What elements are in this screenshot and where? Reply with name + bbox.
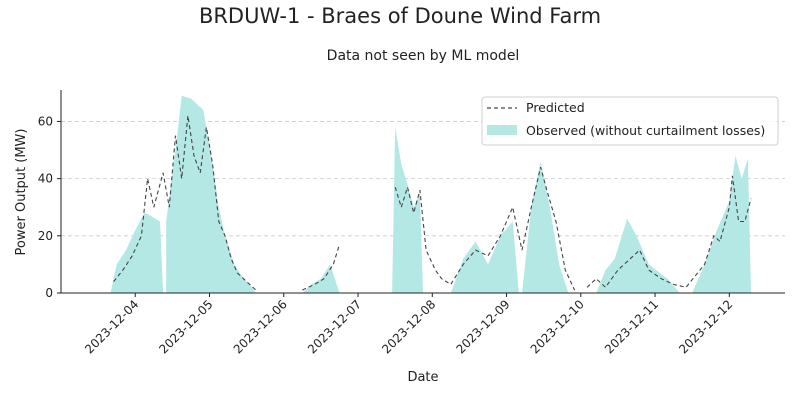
predicted-line-layer [113, 115, 752, 291]
y-tick-label: 60 [38, 114, 53, 128]
x-tick-label: 2023-12-06 [231, 297, 290, 356]
legend-frame [481, 96, 779, 146]
y-tick-label: 40 [38, 172, 53, 186]
predicted-line-segment [394, 167, 576, 291]
x-tick-label: 2023-12-10 [528, 297, 587, 356]
x-tick-label: 2023-12-04 [82, 297, 141, 356]
y-tick-label: 0 [45, 286, 53, 300]
observed-area-segment [692, 155, 751, 293]
x-axis-label: Date [407, 370, 438, 385]
legend-observed-swatch [487, 125, 517, 135]
x-tick-label: 2023-12-08 [379, 297, 438, 356]
x-tick-label: 2023-12-07 [305, 297, 364, 356]
observed-area-segment [392, 127, 423, 293]
observed-area-segment [110, 212, 164, 293]
x-tick-label: 2023-12-05 [156, 297, 215, 356]
x-tick-label: 2023-12-09 [453, 297, 512, 356]
chart-subtitle: Data not seen by ML model [326, 48, 520, 64]
legend: Predicted Observed (without curtailment … [481, 96, 779, 146]
observed-area-layer [110, 95, 751, 293]
predicted-line-segment [113, 115, 257, 291]
legend-predicted-label: Predicted [526, 100, 585, 115]
x-tick-label: 2023-12-11 [602, 297, 661, 356]
observed-area-segment [166, 95, 256, 293]
predicted-line-segment [586, 175, 752, 289]
axes [60, 90, 785, 294]
chart-title: BRDUW-1 - Braes of Doune Wind Farm [198, 4, 602, 28]
observed-area-segment [302, 264, 340, 293]
legend-observed-label: Observed (without curtailment losses) [526, 123, 765, 138]
x-tick-label: 2023-12-12 [676, 297, 735, 356]
y-axis-label: Power Output (MW) [14, 129, 29, 256]
observed-area-segment [522, 161, 569, 293]
observed-area-segment [596, 218, 680, 293]
y-tick-label: 20 [38, 229, 53, 243]
observed-area-segment [450, 221, 519, 293]
predicted-line-segment [302, 244, 341, 291]
